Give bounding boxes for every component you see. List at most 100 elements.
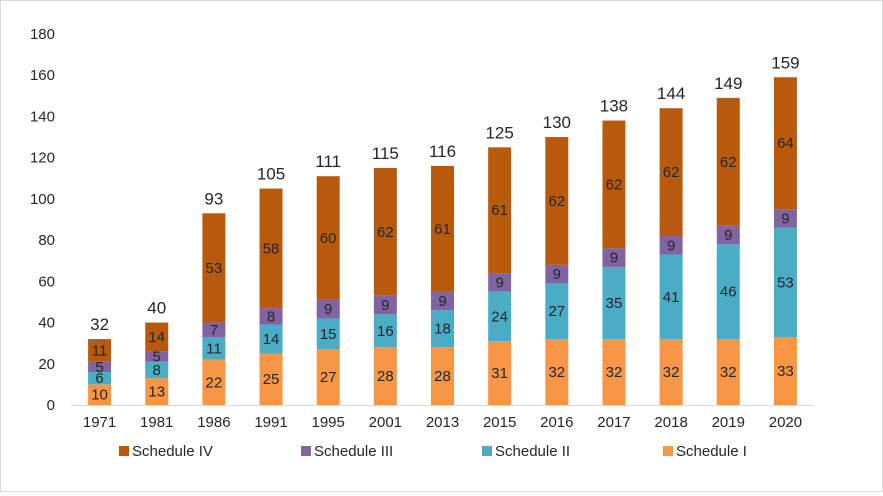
bar-segment [545, 283, 569, 340]
y-axis: 0 20 40 60 80 100 120 140 160 180 [30, 26, 55, 414]
data-label: 22 [206, 374, 223, 391]
bar-segment [431, 165, 454, 292]
bar-segment [316, 299, 340, 319]
x-tick-label: 2019 [712, 414, 745, 431]
bar-segment [202, 359, 226, 405]
data-label: 15 [320, 326, 337, 343]
bar-segment [88, 361, 112, 373]
data-label: 35 [606, 295, 623, 312]
bar-segment [773, 209, 797, 228]
x-tick-label: 1971 [83, 414, 116, 431]
legend-swatch [119, 446, 129, 456]
bar-segment [145, 322, 169, 352]
bar-segment [488, 341, 512, 405]
data-label: 5 [153, 349, 161, 366]
bar-segment [488, 291, 512, 342]
data-label: 9 [667, 237, 675, 254]
data-label: 8 [267, 308, 275, 325]
data-label: 62 [663, 164, 680, 181]
bar-segment [716, 225, 740, 245]
bar-segment [488, 147, 512, 274]
legend-label: Schedule IV [132, 443, 213, 460]
bar-segment [88, 339, 112, 362]
data-label: 9 [553, 266, 561, 283]
bar-segment [316, 318, 340, 350]
bar-segment [545, 264, 569, 284]
bar-segment [431, 291, 454, 311]
bar-segment [145, 361, 169, 379]
bar-segment [773, 227, 797, 337]
bar-segment [316, 349, 340, 405]
y-tick-label: 0 [47, 397, 55, 414]
data-label: 9 [495, 274, 503, 291]
bar-segment [373, 295, 397, 315]
data-label: 46 [720, 284, 737, 301]
x-tick-label: 2015 [483, 414, 516, 431]
bar-segment [202, 213, 226, 323]
data-label: 25 [263, 371, 280, 388]
data-label: 62 [377, 224, 394, 241]
total-label: 138 [600, 97, 628, 116]
data-label: 53 [206, 260, 223, 277]
data-label: 7 [210, 322, 218, 339]
x-tick-label: 1991 [254, 414, 287, 431]
data-label: 9 [724, 227, 732, 244]
legend-swatch [301, 446, 311, 456]
y-tick-label: 100 [30, 191, 55, 208]
x-axis: 1971 1981 1986 1991 1995 2001 2013 2015 2016 2017… [71, 405, 814, 431]
data-label: 62 [548, 193, 565, 210]
bar-segment [716, 97, 740, 226]
y-tick-label: 140 [30, 108, 55, 125]
x-tick-label: 2020 [769, 414, 802, 431]
x-tick-label: 2017 [597, 414, 630, 431]
data-label: 9 [438, 293, 446, 310]
data-label: 13 [148, 384, 165, 401]
x-tick-label: 2018 [654, 414, 687, 431]
data-label: 9 [381, 297, 389, 314]
data-label: 62 [606, 176, 623, 193]
legend-item: Schedule III [301, 443, 393, 460]
bar-segment [145, 351, 169, 362]
y-tick-label: 180 [30, 26, 55, 43]
bar-segment [602, 266, 626, 340]
total-label: 125 [485, 123, 513, 142]
bar-segment [602, 339, 626, 405]
bar-segment [88, 372, 112, 385]
data-label: 61 [434, 221, 451, 238]
data-label: 18 [434, 321, 451, 338]
data-label: 32 [548, 364, 565, 381]
y-tick-label: 60 [38, 273, 55, 290]
data-label: 64 [777, 135, 794, 152]
data-label: 32 [663, 364, 680, 381]
bar-segment [259, 308, 283, 325]
bar-segment [716, 244, 740, 340]
data-label: 32 [720, 364, 737, 381]
data-label: 41 [663, 289, 680, 306]
bar-segment [431, 347, 454, 405]
bar-segment [431, 310, 454, 348]
x-tick-label: 2016 [540, 414, 573, 431]
bar-segment [773, 77, 797, 210]
total-label: 32 [90, 315, 109, 334]
bar-segment [316, 176, 340, 300]
x-tick-label: 1995 [312, 414, 345, 431]
bar-segment [545, 137, 569, 265]
data-label: 9 [781, 210, 789, 227]
bar-segment [545, 339, 569, 405]
bar-segment [145, 378, 169, 405]
bar-segment [488, 273, 512, 292]
data-label: 6 [95, 370, 103, 387]
total-label: 130 [543, 113, 571, 132]
x-tick-label: 2001 [369, 414, 402, 431]
legend-label: Schedule III [314, 443, 393, 460]
data-label: 24 [491, 308, 508, 325]
x-tick-label: 1986 [197, 414, 230, 431]
bar-segment [659, 254, 683, 340]
data-label: 27 [320, 369, 337, 386]
y-tick-label: 80 [38, 232, 55, 249]
data-label: 10 [91, 387, 108, 404]
data-label: 27 [548, 303, 565, 320]
total-label: 93 [204, 189, 223, 208]
total-label: 115 [372, 144, 399, 163]
